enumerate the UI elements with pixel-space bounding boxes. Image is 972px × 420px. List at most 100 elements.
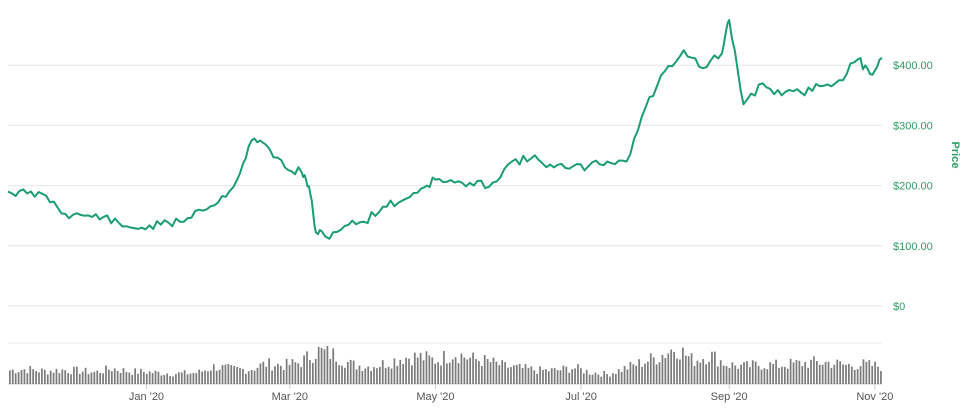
volume-bar xyxy=(384,368,387,384)
volume-bar xyxy=(769,362,772,384)
volume-bar xyxy=(795,359,798,384)
volume-bar xyxy=(210,370,212,384)
volume-bar xyxy=(256,367,259,384)
volume-bar xyxy=(364,368,367,384)
volume-bar xyxy=(338,365,340,384)
volume-bar xyxy=(495,361,498,384)
volume-bar xyxy=(221,364,224,384)
volume-bar xyxy=(405,357,407,384)
volume-bar xyxy=(195,373,198,384)
volume-bar xyxy=(35,371,37,384)
volume-bar xyxy=(102,373,104,384)
volume-bar xyxy=(253,370,256,384)
x-tick-label: Sep '20 xyxy=(711,391,748,403)
volume-bar xyxy=(478,361,480,384)
x-tick-label: Jan '20 xyxy=(129,391,164,403)
volume-bar xyxy=(655,364,658,384)
volume-bar xyxy=(431,357,434,384)
volume-bar xyxy=(763,368,766,384)
volume-bar xyxy=(783,366,786,384)
volume-bar xyxy=(285,358,288,384)
volume-bar xyxy=(813,356,815,384)
volume-bar xyxy=(856,369,859,384)
volume-bar xyxy=(64,370,67,384)
volume-bar xyxy=(582,373,585,384)
volume-bar xyxy=(163,375,166,384)
volume-bar xyxy=(466,359,469,384)
volume-bar xyxy=(486,359,489,384)
volume-bar xyxy=(26,373,29,384)
volume-bar xyxy=(746,361,748,384)
volume-bar xyxy=(498,365,501,384)
volume-bar xyxy=(874,361,876,384)
volume-bar xyxy=(376,368,378,384)
volume-bar xyxy=(810,359,812,384)
volume-bar xyxy=(32,369,35,384)
x-tick-label: Nov '20 xyxy=(856,391,893,403)
volume-bar xyxy=(311,362,314,384)
volume-bar xyxy=(96,370,99,384)
volume-bar xyxy=(850,366,853,384)
volume-bar xyxy=(288,364,291,384)
volume-bar xyxy=(848,363,850,384)
volume-bar xyxy=(836,359,839,384)
volume-bar xyxy=(198,369,201,384)
volume-bar xyxy=(387,366,390,384)
volume-bar xyxy=(29,366,32,384)
volume-bar xyxy=(568,372,571,384)
volume-bar xyxy=(306,351,308,384)
volume-bar xyxy=(515,364,518,384)
volume-bar xyxy=(550,368,553,384)
volume-bar xyxy=(687,356,690,384)
volume-bar xyxy=(20,370,23,384)
volume-bar xyxy=(341,365,343,384)
volume-bar xyxy=(239,368,241,384)
volume-bar xyxy=(585,369,588,384)
volume-bar xyxy=(629,361,632,384)
volume-bar xyxy=(58,373,61,384)
volume-bar xyxy=(807,367,809,384)
volume-bar xyxy=(524,364,527,384)
volume-bar xyxy=(722,365,725,384)
volume-bar xyxy=(378,366,381,384)
volume-bar xyxy=(862,359,865,384)
volume-bar xyxy=(236,367,238,384)
volume-bar xyxy=(399,359,402,384)
volume-bar xyxy=(422,360,425,384)
volume-bar xyxy=(600,376,603,384)
volume-bar xyxy=(454,357,457,384)
volume-bar xyxy=(708,361,710,384)
volume-bar xyxy=(154,370,157,384)
volume-bar xyxy=(93,371,96,384)
volume-bar xyxy=(180,372,183,384)
volume-bar xyxy=(638,359,640,384)
volume-bar xyxy=(556,370,559,384)
volume-bar xyxy=(609,376,611,384)
volume-bar xyxy=(565,366,568,384)
volume-bar xyxy=(652,357,655,384)
volume-bar xyxy=(705,364,707,384)
volume-bar xyxy=(55,368,58,384)
volume-bar xyxy=(649,353,652,384)
volume-bar xyxy=(143,372,145,384)
volume-bar xyxy=(70,374,72,384)
volume-bar xyxy=(868,360,871,384)
volume-bar xyxy=(201,371,203,384)
volume-bar xyxy=(533,370,536,384)
volume-bar xyxy=(349,359,352,384)
volume-bar xyxy=(542,369,544,384)
volume-bar xyxy=(166,373,169,384)
volume-bar xyxy=(78,374,81,384)
volume-bar xyxy=(696,360,699,384)
volume-bar xyxy=(518,363,521,384)
volume-bar xyxy=(230,365,233,384)
volume-bar xyxy=(603,370,606,384)
volume-bar xyxy=(839,361,842,384)
volume-bar xyxy=(125,372,128,384)
volume-bar xyxy=(623,366,626,384)
volume-bar xyxy=(842,364,844,384)
volume-bar xyxy=(224,364,227,384)
volume-bar xyxy=(291,359,294,384)
volume-bar xyxy=(437,362,439,384)
volume-bar xyxy=(472,352,474,384)
